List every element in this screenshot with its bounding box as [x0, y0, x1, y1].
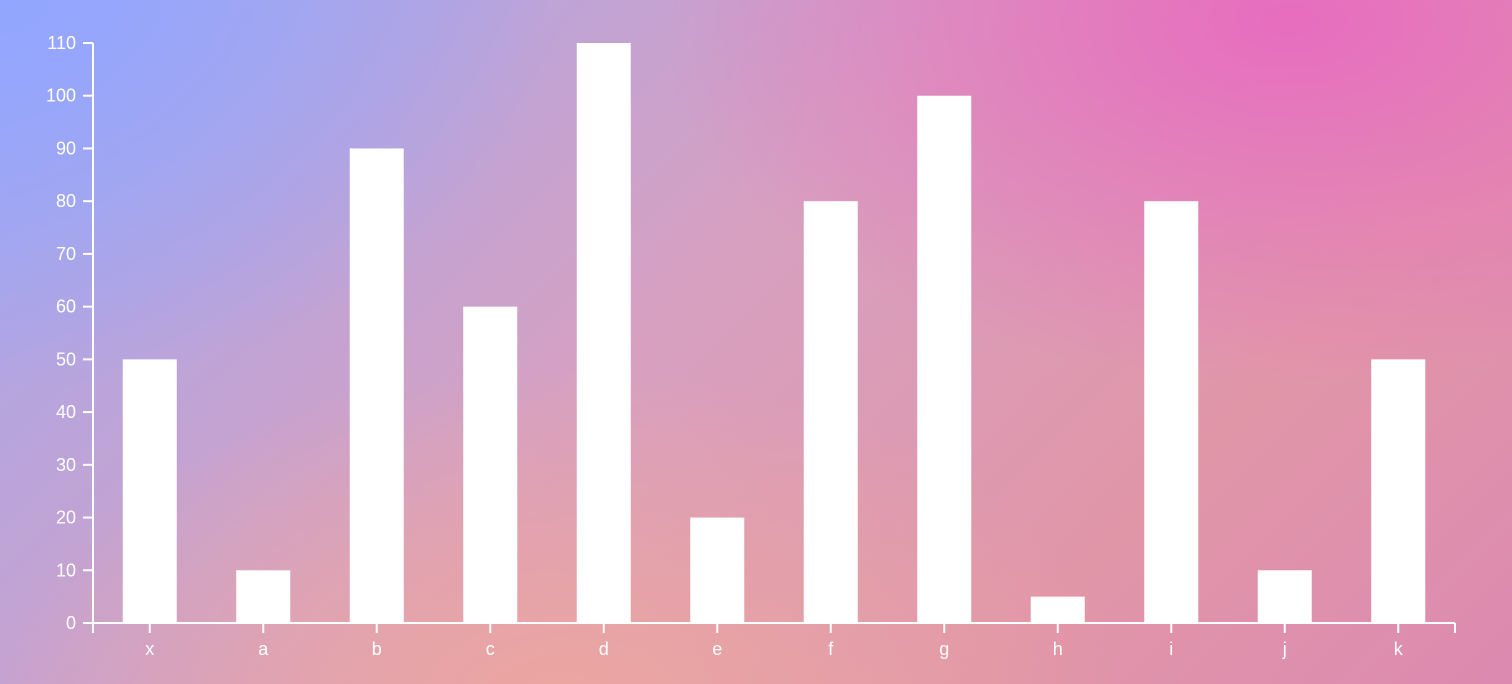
- y-tick-label-80: 80: [56, 191, 76, 211]
- x-tick-label-c: c: [486, 639, 495, 659]
- y-axis: 0 10 20 30 40 50 60 70 80 90 100 110: [46, 33, 93, 633]
- bar-j: [1258, 570, 1312, 623]
- x-tick-label-g: g: [939, 639, 949, 659]
- bar-k: [1371, 359, 1425, 623]
- x-tick-label-a: a: [258, 639, 269, 659]
- y-tick-label-110: 110: [47, 33, 76, 53]
- bar-b: [350, 148, 404, 623]
- bar-d: [577, 43, 631, 623]
- x-tick-label-x: x: [145, 639, 154, 659]
- y-tick-label-20: 20: [56, 508, 76, 528]
- y-tick-label-100: 100: [46, 86, 76, 106]
- y-tick-label-90: 90: [56, 138, 76, 158]
- y-tick-label-10: 10: [56, 560, 76, 580]
- y-tick-label-30: 30: [56, 455, 76, 475]
- x-tick-label-j: j: [1282, 639, 1287, 659]
- bar-i: [1144, 201, 1198, 623]
- bar-g: [917, 96, 971, 623]
- x-tick-label-i: i: [1169, 639, 1173, 659]
- x-tick-label-b: b: [372, 639, 382, 659]
- bar-e: [690, 518, 744, 623]
- y-tick-label-40: 40: [56, 402, 76, 422]
- x-tick-label-f: f: [828, 639, 834, 659]
- x-tick-label-h: h: [1053, 639, 1063, 659]
- bar-a: [236, 570, 290, 623]
- x-tick-label-k: k: [1394, 639, 1404, 659]
- bar-c: [463, 307, 517, 623]
- y-tick-label-60: 60: [56, 297, 76, 317]
- x-tick-label-d: d: [599, 639, 609, 659]
- bar-x: [123, 359, 177, 623]
- y-tick-label-0: 0: [66, 613, 76, 633]
- y-tick-label-70: 70: [56, 244, 76, 264]
- bar-h: [1031, 597, 1085, 623]
- y-tick-label-50: 50: [56, 349, 76, 369]
- bars-layer: [123, 43, 1426, 623]
- bar-f: [804, 201, 858, 623]
- x-tick-label-e: e: [712, 639, 722, 659]
